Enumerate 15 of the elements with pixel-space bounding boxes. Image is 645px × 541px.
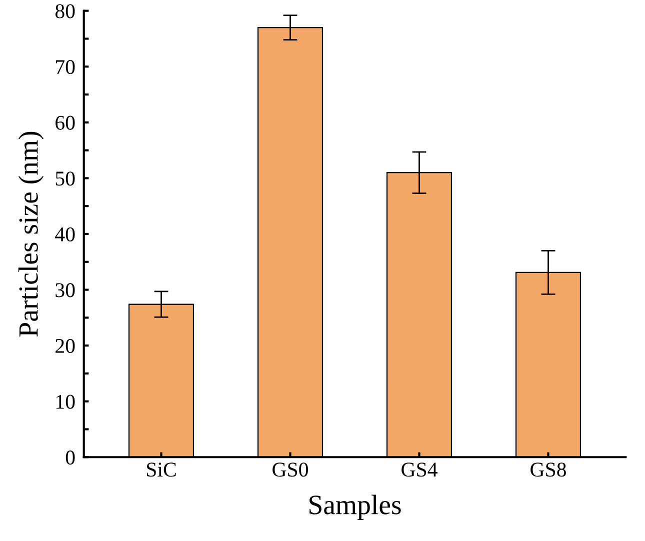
- y-tick-label: 30: [56, 283, 75, 298]
- x-tick-label: SiC: [147, 462, 176, 477]
- y-tick-label: 0: [66, 450, 75, 465]
- y-tick-label: 80: [55, 4, 75, 18]
- x-tick-label: GS0: [272, 462, 308, 477]
- y-tick-label: 20: [56, 338, 75, 353]
- y-tick-label: 40: [55, 227, 75, 242]
- y-tick-label: 50: [56, 172, 75, 186]
- y-tick-label: 70: [56, 60, 75, 74]
- x-axis-title: Samples: [310, 494, 401, 520]
- y-tick-label: 60: [56, 116, 75, 130]
- x-tick-label: GS8: [530, 462, 566, 477]
- y-axis-title: Particles size (nm): [18, 132, 44, 337]
- y-tick-label: 10: [56, 394, 75, 409]
- x-tick-label: GS4: [402, 462, 438, 477]
